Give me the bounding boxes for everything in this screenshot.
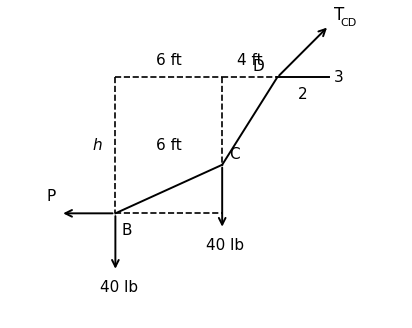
Text: 40 lb: 40 lb <box>100 280 138 295</box>
Text: D: D <box>253 59 264 74</box>
Text: CD: CD <box>341 18 357 28</box>
Text: P: P <box>46 189 56 204</box>
Text: C: C <box>229 147 239 162</box>
Text: T: T <box>334 6 344 24</box>
Text: h: h <box>93 138 103 153</box>
Text: 4 ft: 4 ft <box>237 53 262 68</box>
Text: 40 lb: 40 lb <box>206 237 244 253</box>
Text: 6 ft: 6 ft <box>156 138 182 153</box>
Text: 3: 3 <box>334 70 344 85</box>
Text: 6 ft: 6 ft <box>156 53 182 68</box>
Text: 2: 2 <box>298 87 308 102</box>
Text: B: B <box>122 223 132 238</box>
